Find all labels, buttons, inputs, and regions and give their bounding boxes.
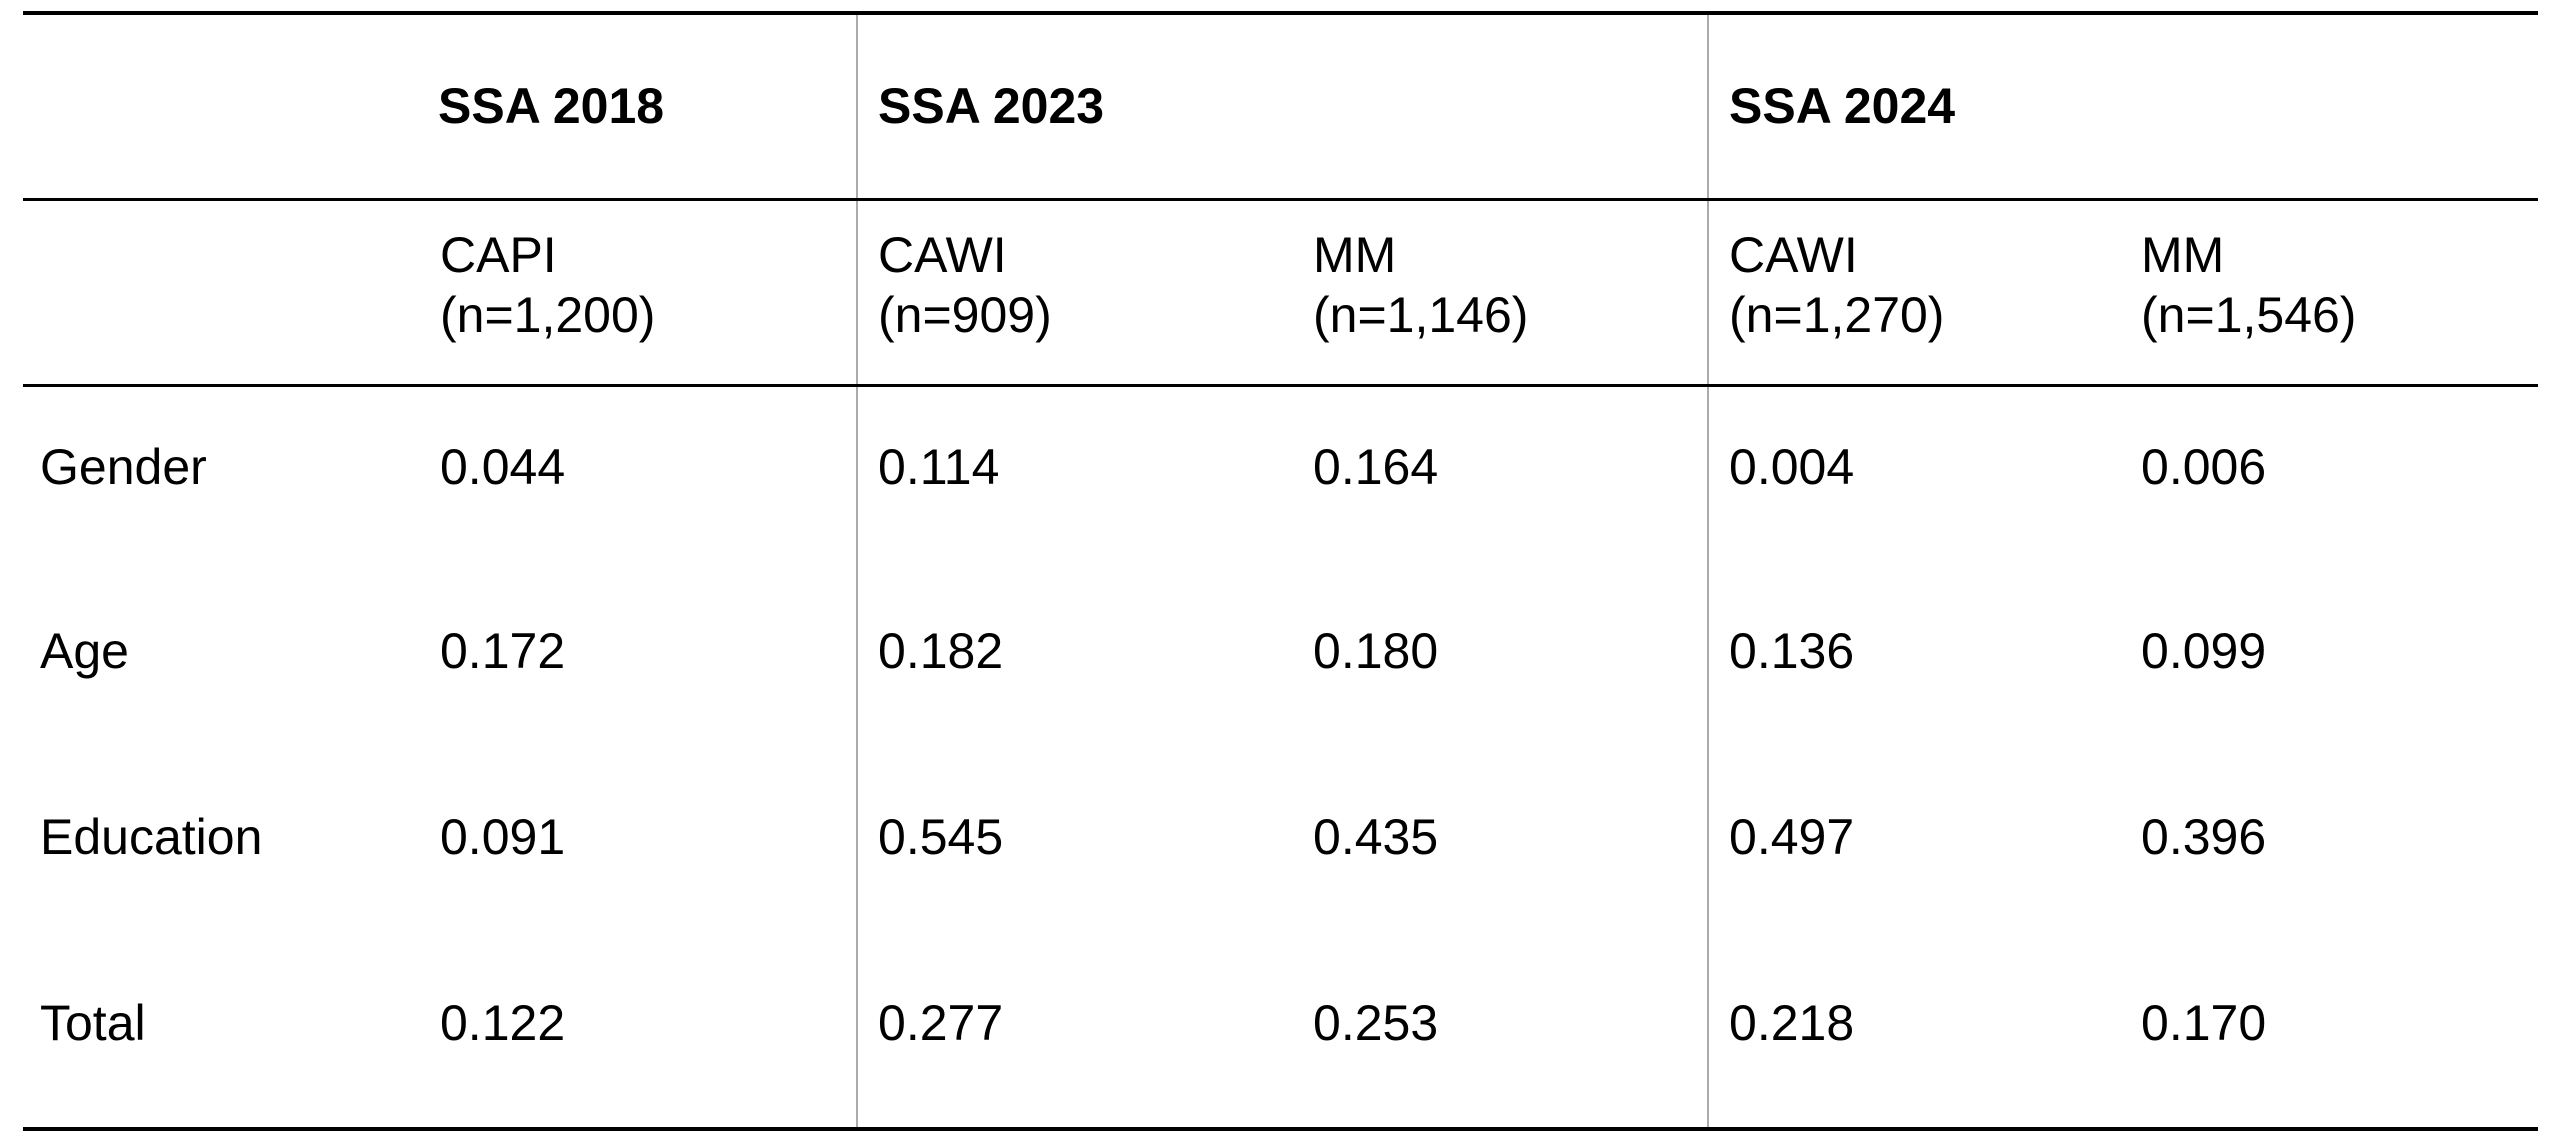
cell-value: 0.277 <box>856 943 1294 1129</box>
method-name: CAWI <box>878 226 1007 283</box>
cell-value: 0.164 <box>1313 438 1439 495</box>
method-header-row: CAPI (n=1,200) CAWI (n=909) MM (n=1,146)… <box>23 199 2539 387</box>
cell-value: 0.172 <box>440 623 566 679</box>
method-header-cawi-2023: CAWI (n=909) <box>856 199 1294 387</box>
method-name: MM <box>2141 226 2225 283</box>
row-label: Total <box>40 995 146 1051</box>
cell-value: 0.396 <box>2141 809 2267 865</box>
cell-value: 0.091 <box>440 809 566 865</box>
cell-value: 0.545 <box>856 757 1294 943</box>
corner-cell <box>23 199 420 387</box>
cell-value: 0.497 <box>1707 757 2122 943</box>
method-sample-size: (n=1,270) <box>1729 286 1945 343</box>
cell-value: 0.170 <box>2141 995 2267 1051</box>
method-sample-size: (n=1,200) <box>440 286 656 343</box>
method-header-capi-2018: CAPI (n=1,200) <box>420 199 858 387</box>
table-row-education: Education 0.091 0.545 0.435 0.497 0.396 <box>23 757 2538 943</box>
method-name: CAPI <box>440 226 557 283</box>
method-header-mm-2023: MM (n=1,146) <box>1293 199 1709 387</box>
cell-value: 0.099 <box>2141 623 2267 679</box>
group-header-ssa-2024: SSA 2024 <box>1707 13 2539 201</box>
cell-value: 0.180 <box>1313 623 1439 679</box>
cell-value: 0.253 <box>1313 995 1439 1051</box>
cell-value: 0.006 <box>2141 438 2267 495</box>
cell-value: 0.435 <box>1313 809 1439 865</box>
table-row-age: Age 0.172 0.182 0.180 0.136 0.099 <box>23 571 2538 757</box>
group-label: SSA 2018 <box>438 78 665 135</box>
row-label: Education <box>40 809 263 865</box>
method-sample-size: (n=1,546) <box>2141 286 2357 343</box>
group-header-row: SSA 2018 SSA 2023 SSA 2024 <box>23 13 2539 201</box>
cell-value: 0.114 <box>856 385 1294 571</box>
table-row-gender: Gender 0.044 0.114 0.164 0.004 0.006 <box>23 385 2538 571</box>
survey-mode-comparison-table: SSA 2018 SSA 2023 SSA 2024 CAPI (n=1,200… <box>23 11 2539 1131</box>
method-name: CAWI <box>1729 226 1858 283</box>
group-label: SSA 2024 <box>1729 78 1956 135</box>
cell-value: 0.004 <box>1707 385 2122 571</box>
cell-value: 0.044 <box>440 438 566 495</box>
method-name: MM <box>1313 226 1397 283</box>
row-label: Gender <box>40 438 207 495</box>
cell-value: 0.182 <box>856 571 1294 757</box>
group-header-ssa-2018: SSA 2018 <box>23 13 858 201</box>
cell-value: 0.136 <box>1707 571 2122 757</box>
method-sample-size: (n=909) <box>878 286 1052 343</box>
cell-value: 0.218 <box>1707 943 2122 1129</box>
method-header-cawi-2024: CAWI (n=1,270) <box>1707 199 2122 387</box>
method-header-mm-2024: MM (n=1,546) <box>2121 199 2539 387</box>
method-sample-size: (n=1,146) <box>1313 286 1529 343</box>
cell-value: 0.122 <box>440 995 566 1051</box>
group-label: SSA 2023 <box>878 78 1105 135</box>
table-row-total: Total 0.122 0.277 0.253 0.218 0.170 <box>23 943 2538 1129</box>
group-header-ssa-2023: SSA 2023 <box>856 13 1709 201</box>
row-label: Age <box>40 623 129 679</box>
